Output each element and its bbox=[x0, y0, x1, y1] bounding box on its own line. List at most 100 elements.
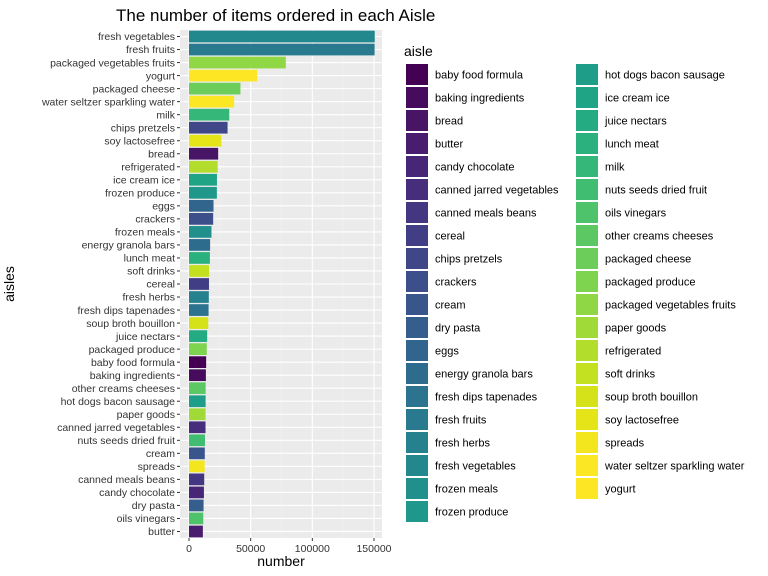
bar-paper-goods bbox=[189, 408, 206, 421]
legend-label: juice nectars bbox=[604, 116, 667, 128]
bar-baking-ingredients bbox=[189, 369, 206, 382]
legend-key bbox=[406, 317, 428, 338]
legend-label: packaged cheese bbox=[605, 254, 691, 266]
legend-label: dry pasta bbox=[435, 323, 481, 335]
y-tick-label: yogurt bbox=[146, 70, 175, 82]
legend-label: fresh fruits bbox=[435, 415, 487, 427]
bar-yogurt bbox=[189, 69, 258, 82]
legend-label: ice cream ice bbox=[605, 93, 670, 105]
bar-oils-vinegars bbox=[189, 512, 204, 525]
legend-label: soup broth bouillon bbox=[605, 392, 698, 404]
legend-label: candy chocolate bbox=[435, 162, 515, 174]
legend-key bbox=[406, 110, 428, 131]
legend-label: canned meals beans bbox=[435, 208, 537, 220]
legend-label: cereal bbox=[435, 231, 465, 243]
y-tick-label: spreads bbox=[138, 461, 175, 473]
legend-key bbox=[576, 363, 598, 384]
legend-key bbox=[406, 225, 428, 246]
x-axis-ticks: 0 50000 100000 150000 bbox=[186, 538, 392, 555]
bar-canned-jarred-vegetables bbox=[189, 421, 206, 434]
legend-key bbox=[406, 202, 428, 223]
legend-key bbox=[576, 133, 598, 154]
bar-packaged-vegetables-fruits bbox=[189, 56, 286, 69]
y-tick-label: water seltzer sparkling water bbox=[41, 96, 176, 108]
bar-candy-chocolate bbox=[189, 486, 204, 499]
y-tick-label: crackers bbox=[135, 214, 175, 226]
y-tick-label: milk bbox=[156, 109, 175, 121]
legend-label: yogurt bbox=[605, 484, 636, 496]
bar-soup-broth-bouillon bbox=[189, 317, 209, 329]
y-tick-label: baby food formula bbox=[91, 357, 175, 369]
legend-label: frozen produce bbox=[435, 507, 508, 519]
legend-key bbox=[406, 133, 428, 154]
bar-chips-pretzels bbox=[189, 121, 228, 134]
y-tick-label: fresh fruits bbox=[126, 44, 175, 56]
legend-label: canned jarred vegetables bbox=[435, 185, 559, 197]
bars bbox=[189, 30, 375, 538]
legend-label: water seltzer sparkling water bbox=[604, 461, 745, 473]
bar-frozen-meals bbox=[189, 226, 212, 238]
legend-label: packaged produce bbox=[605, 277, 696, 289]
bar-cereal bbox=[189, 278, 209, 290]
legend-label: energy granola bars bbox=[435, 369, 533, 381]
bar-dry-pasta bbox=[189, 499, 204, 512]
y-tick-label: chips pretzels bbox=[111, 122, 175, 134]
bar-energy-granola-bars bbox=[189, 239, 211, 251]
bar-soft-drinks bbox=[189, 265, 210, 277]
legend-key bbox=[406, 64, 428, 85]
legend-key bbox=[576, 271, 598, 292]
legend-key bbox=[576, 202, 598, 223]
legend-key bbox=[576, 179, 598, 200]
legend-key bbox=[406, 455, 428, 476]
y-tick-label: soup broth bouillon bbox=[86, 318, 175, 330]
bar-bread bbox=[189, 147, 219, 160]
bar-refrigerated bbox=[189, 160, 218, 173]
bar-butter bbox=[189, 525, 203, 538]
bar-canned-meals-beans bbox=[189, 473, 205, 486]
legend-key bbox=[576, 455, 598, 476]
legend-label: packaged vegetables fruits bbox=[605, 300, 736, 312]
y-tick-label: eggs bbox=[152, 201, 175, 213]
legend-key bbox=[576, 294, 598, 315]
y-tick-label: dry pasta bbox=[132, 500, 175, 512]
x-tick-label: 100000 bbox=[295, 543, 330, 555]
y-tick-label: packaged vegetables fruits bbox=[50, 57, 175, 69]
bar-juice-nectars bbox=[189, 330, 208, 342]
y-tick-label: other creams cheeses bbox=[72, 383, 175, 395]
legend-label: baby food formula bbox=[435, 70, 524, 82]
x-tick-label: 0 bbox=[186, 543, 192, 555]
y-tick-label: fresh vegetables bbox=[98, 31, 175, 43]
y-tick-label: packaged produce bbox=[89, 344, 176, 356]
y-axis-title: aisles bbox=[1, 266, 17, 302]
legend-key bbox=[406, 248, 428, 269]
bar-baby-food-formula bbox=[189, 356, 207, 369]
bar-spreads bbox=[189, 460, 205, 473]
legend-key bbox=[576, 317, 598, 338]
legend-key bbox=[576, 386, 598, 407]
y-tick-label: ice cream ice bbox=[113, 174, 175, 186]
x-axis-title: number bbox=[257, 553, 305, 569]
legend-key bbox=[406, 156, 428, 177]
legend-label: bread bbox=[435, 116, 463, 128]
legend-label: refrigerated bbox=[605, 346, 661, 358]
legend-key bbox=[406, 363, 428, 384]
legend-key bbox=[406, 386, 428, 407]
legend-key bbox=[406, 409, 428, 430]
bar-other-creams-cheeses bbox=[189, 382, 206, 395]
bar-packaged-cheese bbox=[189, 82, 241, 95]
y-tick-label: canned meals beans bbox=[78, 474, 175, 486]
legend-key bbox=[406, 501, 428, 522]
legend-key bbox=[406, 294, 428, 315]
legend-label: soft drinks bbox=[605, 369, 656, 381]
legend-key bbox=[576, 432, 598, 453]
bar-fresh-herbs bbox=[189, 291, 209, 303]
legend-key bbox=[406, 478, 428, 499]
legend-label: soy lactosefree bbox=[605, 415, 679, 427]
legend-key bbox=[576, 409, 598, 430]
bar-fresh-dips-tapenades bbox=[189, 304, 209, 316]
legend-label: butter bbox=[435, 139, 463, 151]
y-tick-label: energy granola bars bbox=[82, 240, 175, 252]
legend-label: baking ingredients bbox=[435, 93, 525, 105]
bar-packaged-produce bbox=[189, 343, 207, 355]
